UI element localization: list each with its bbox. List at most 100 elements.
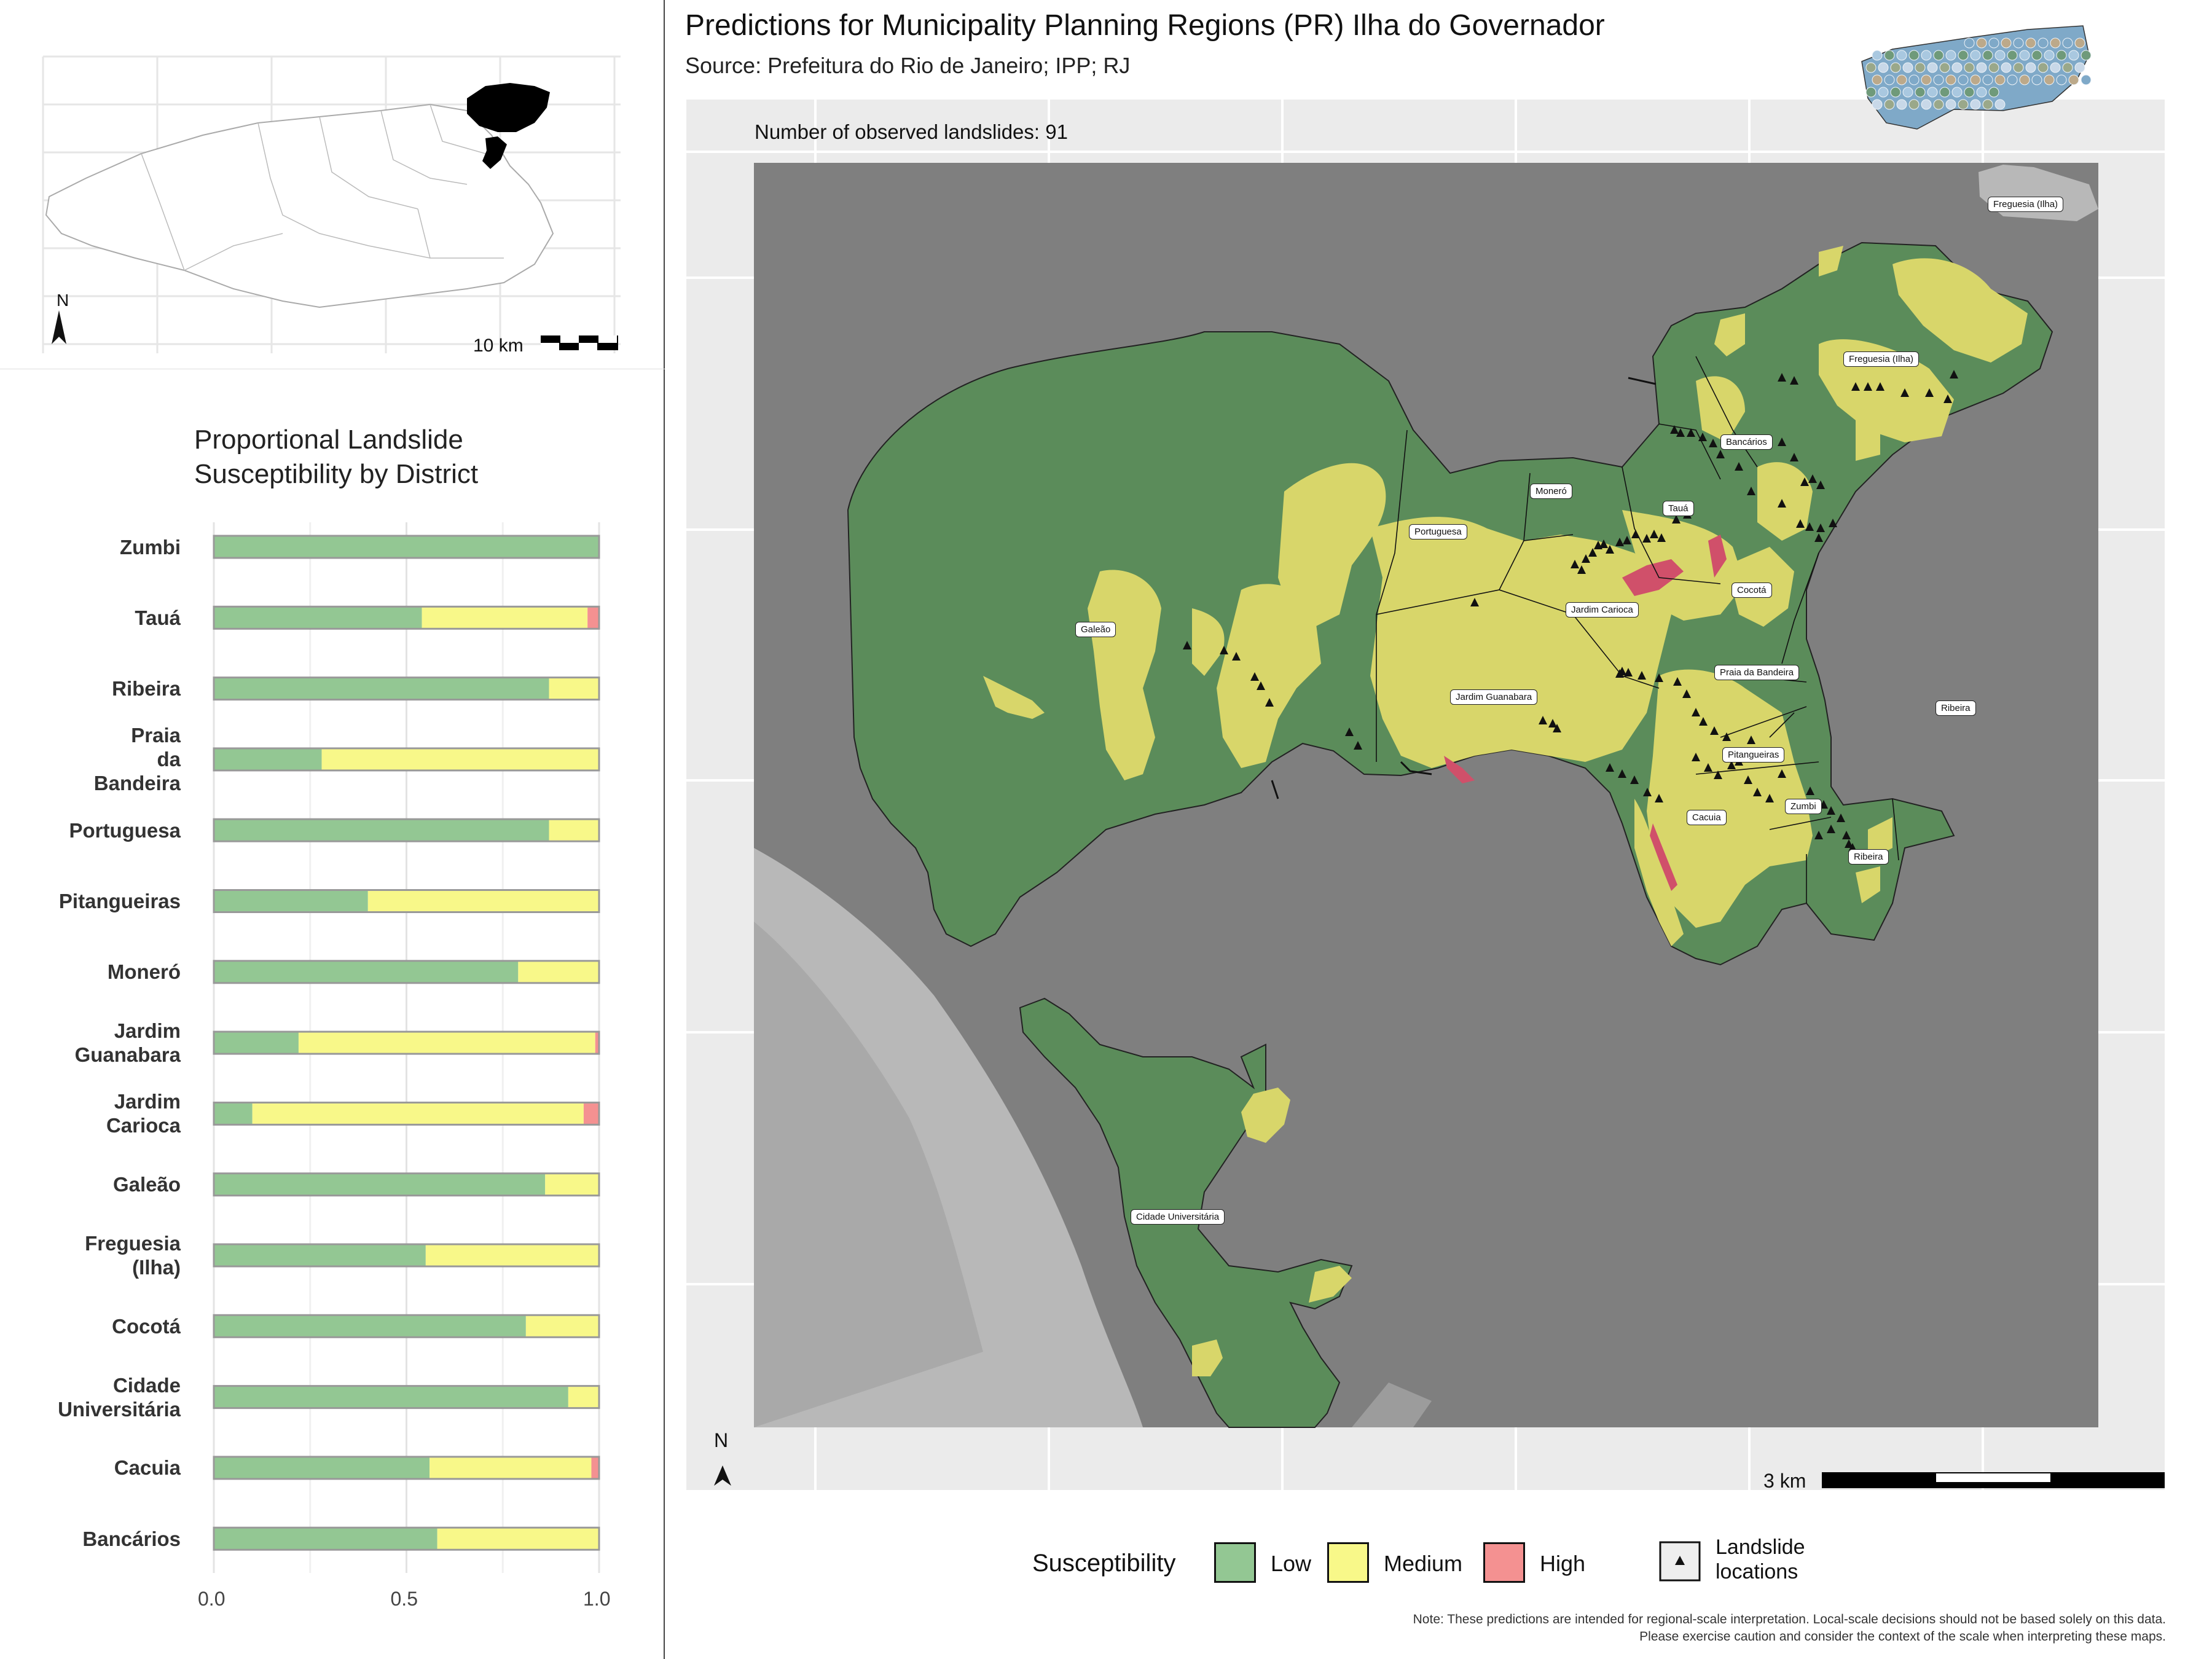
landslide-marker [1744, 775, 1752, 784]
landslide-marker [1594, 541, 1602, 549]
landslide-marker [1577, 565, 1586, 574]
landslide-marker [1698, 433, 1707, 441]
landslide-marker [1837, 814, 1845, 822]
landslide-marker [1845, 839, 1853, 848]
bar-outline-3 [213, 747, 600, 772]
landslide-marker [1950, 370, 1958, 378]
bar-low-11 [214, 1315, 526, 1338]
landslide-marker [1699, 717, 1708, 726]
fundao-highlight [482, 136, 507, 169]
main-north-label: N [714, 1429, 729, 1451]
category-label: Ribeira [112, 677, 181, 700]
landslide-marker [1232, 652, 1241, 661]
landslide-marker [1727, 761, 1736, 769]
bar-medium-11 [525, 1315, 599, 1338]
map-label-district: Ribeira [1936, 700, 1976, 716]
map-label-district: Cacuia [1687, 810, 1727, 825]
landslide-marker [1630, 775, 1639, 784]
landslide-marker [1539, 716, 1547, 724]
landslide-marker [1220, 646, 1228, 654]
map-label-district: Jardim Carioca [1566, 602, 1639, 618]
bar-high-8 [583, 1102, 599, 1125]
bar-low-1 [214, 606, 422, 629]
legend-landslide-label-line-2: locations [1716, 1560, 1798, 1583]
map-label-district: Portuguesa [1409, 524, 1467, 539]
landslide-marker [1778, 373, 1786, 382]
landslide-marker [1650, 530, 1658, 538]
category-label: Praia da Bandeira [93, 724, 181, 795]
bar-medium-12 [568, 1386, 599, 1408]
landslide-marker [1354, 741, 1362, 750]
landslide-marker [1805, 522, 1814, 531]
north-arrow-icon [714, 1465, 731, 1486]
high-susceptibility-areas [1444, 535, 1727, 891]
landslide-marker [1673, 677, 1682, 686]
bar-medium-3 [321, 748, 599, 771]
landslide-marker [1599, 539, 1608, 548]
landslide-marker [1250, 672, 1259, 681]
landslide-marker [1624, 668, 1633, 677]
map-label-district: Moneró [1530, 484, 1572, 499]
map-label-district: Tauá [1663, 501, 1694, 516]
page-title: Predictions for Municipality Planning Re… [685, 9, 1605, 42]
landslide-marker [1553, 724, 1561, 732]
x-tick-label: 1.0 [583, 1588, 611, 1610]
landslide-marker [1623, 536, 1631, 544]
map-label-district: Pitangueiras [1722, 747, 1785, 763]
landslide-marker [1800, 477, 1809, 486]
bar-outline-8 [213, 1101, 600, 1126]
landslide-marker [1682, 689, 1691, 698]
legend-swatch-medium [1327, 1542, 1369, 1583]
map-label-district: Cidade Universitária [1131, 1209, 1225, 1225]
landslide-marker [1778, 769, 1786, 778]
bar-medium-8 [252, 1102, 584, 1125]
bar-outline-6 [213, 960, 600, 984]
main-scale-label: 3 km [1763, 1470, 1806, 1492]
bar-outline-5 [213, 889, 600, 913]
chart-title-line-1: Proportional Landslide [194, 425, 463, 455]
category-label: Freguesia (Ilha) [85, 1232, 181, 1279]
bar-outline-11 [213, 1314, 600, 1338]
x-tick-label: 0.5 [390, 1588, 418, 1610]
legend-title: Susceptibility [1032, 1550, 1176, 1577]
landslide-marker [1637, 671, 1646, 680]
landslide-marker [1796, 519, 1805, 528]
inset-locator-map: N 10 km [0, 0, 665, 369]
landslide-marker [1943, 394, 1952, 403]
landslide-marker [1692, 753, 1700, 761]
bar-medium-5 [367, 890, 599, 912]
landslide-marker [1615, 669, 1624, 678]
landslide-marker [1692, 708, 1700, 716]
landslide-marker [1655, 673, 1663, 682]
map-label-district: Freguesia (Ilha) [1988, 197, 2064, 212]
landslide-marker [1722, 732, 1731, 741]
landslide-marker [1747, 487, 1755, 495]
landslide-marker [1790, 453, 1798, 461]
ilha-highlight [467, 83, 550, 132]
bar-medium-10 [425, 1244, 599, 1266]
note-line-2: Please exercise caution and consider the… [1639, 1630, 2166, 1644]
bar-outline-14 [213, 1526, 600, 1551]
category-label: Jardim Carioca [106, 1090, 181, 1137]
landslide-marker [1827, 806, 1835, 815]
bar-low-4 [214, 819, 549, 842]
chart-title: Proportional Landslide Susceptibility by… [194, 423, 478, 492]
landslide-marker [1631, 530, 1640, 538]
hex-minimap [1861, 25, 2092, 130]
category-label: Jardim Guanabara [74, 1019, 181, 1067]
left-panel: N 10 km Proportional Landslide Susceptib… [0, 0, 665, 1659]
bar-medium-2 [549, 677, 599, 700]
bar-outline-7 [213, 1030, 600, 1055]
susceptibility-bar-chart [213, 522, 600, 1573]
landslide-marker [1747, 735, 1755, 744]
map-label-district: Jardim Guanabara [1450, 689, 1538, 705]
landslide-marker [1588, 548, 1597, 557]
category-label: Moneró [107, 960, 181, 984]
map-label-district: Freguesia (Ilha) [1843, 351, 1920, 367]
bar-medium-13 [429, 1456, 592, 1479]
category-label: Bancários [82, 1527, 181, 1550]
landslide-marker [1778, 437, 1786, 446]
map-label-district: Ribeira [1848, 849, 1889, 865]
bar-medium-1 [422, 606, 588, 629]
